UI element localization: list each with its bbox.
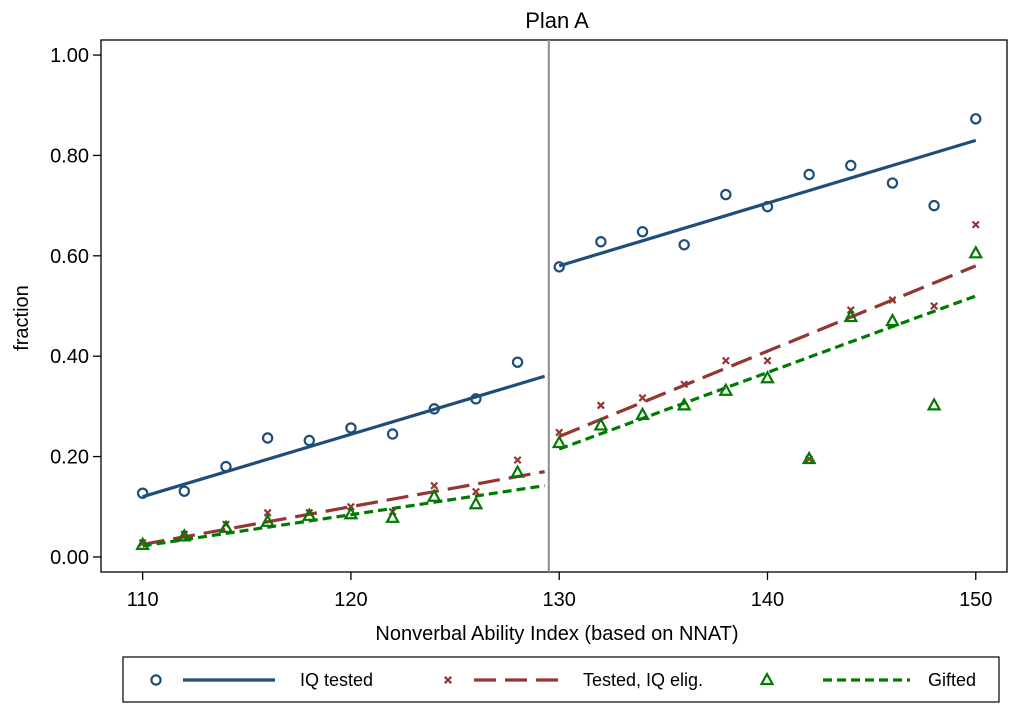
data-point-series-1 <box>553 261 565 273</box>
data-point-series-1 <box>261 432 274 444</box>
data-point-series-3 <box>343 506 359 520</box>
data-point-series-2 <box>263 508 272 517</box>
x-tick-label: 120 <box>334 589 367 611</box>
data-point-series-3 <box>260 513 275 527</box>
data-point-series-1 <box>136 487 149 499</box>
data-point-series-1 <box>511 356 524 368</box>
data-point-series-2 <box>555 428 564 437</box>
fit-line-series-3-segment-1 <box>142 484 545 548</box>
plot-frame <box>100 39 1008 573</box>
legend-marker-series-3 <box>759 671 775 686</box>
y-tick-label: 0.80 <box>50 145 89 167</box>
data-point-series-1 <box>178 485 191 497</box>
data-point-series-2 <box>888 295 897 304</box>
data-point-series-2 <box>680 380 689 389</box>
data-point-series-2 <box>430 481 439 490</box>
y-tick-label: 0.40 <box>50 346 89 368</box>
data-point-series-3 <box>176 528 192 542</box>
x-tick-label: 140 <box>751 589 784 611</box>
data-point-series-3 <box>426 488 442 502</box>
y-tick-label: 1.00 <box>50 45 89 67</box>
data-point-series-1 <box>803 168 815 181</box>
data-point-series-3 <box>760 369 775 384</box>
data-point-series-1 <box>636 226 649 238</box>
data-point-series-3 <box>635 406 650 421</box>
fit-line-series-3-segment-2 <box>558 294 977 451</box>
data-point-series-1 <box>345 422 357 434</box>
legend-marker-series-2 <box>444 676 452 684</box>
x-tick-label: 110 <box>127 589 159 611</box>
data-point-series-1 <box>678 239 690 251</box>
data-point-series-1 <box>428 403 440 415</box>
y-tick-label: 0.00 <box>50 547 89 569</box>
data-point-series-1 <box>470 393 482 405</box>
data-point-series-2 <box>763 356 772 365</box>
x-tick-label: 130 <box>543 589 576 611</box>
data-point-series-2 <box>721 356 730 365</box>
data-point-series-2 <box>513 456 522 465</box>
legend-marker-series-1 <box>150 674 162 686</box>
data-point-series-1 <box>886 177 899 189</box>
data-point-series-3 <box>551 434 567 449</box>
data-point-series-1 <box>220 460 232 473</box>
data-point-series-2 <box>471 487 480 496</box>
data-point-series-3 <box>885 312 900 327</box>
data-point-series-3 <box>968 245 984 259</box>
legend-label-series-1: IQ tested <box>300 670 373 690</box>
data-point-series-1 <box>386 428 399 440</box>
fit-line-series-1-segment-1 <box>142 374 546 499</box>
data-point-series-2 <box>596 401 605 410</box>
data-point-series-1 <box>595 236 607 248</box>
data-point-series-2 <box>638 393 647 402</box>
fit-line-series-2-segment-1 <box>142 470 545 546</box>
data-point-series-3 <box>593 417 609 431</box>
data-point-series-1 <box>761 200 774 213</box>
data-point-series-2 <box>930 302 939 310</box>
data-point-series-3 <box>843 308 859 323</box>
fit-line-series-2-segment-2 <box>558 264 977 438</box>
data-point-series-3 <box>801 450 817 465</box>
data-point-series-3 <box>510 464 525 478</box>
data-point-series-1 <box>720 188 732 201</box>
y-axis-title: fraction <box>11 285 33 351</box>
x-tick-label: 150 <box>959 589 992 611</box>
data-point-series-1 <box>303 434 315 447</box>
data-point-series-1 <box>845 159 857 172</box>
data-point-series-1 <box>928 199 940 212</box>
y-tick-label: 0.60 <box>50 246 89 268</box>
legend-label-series-3: Gifted <box>928 670 976 690</box>
y-tick-label: 0.20 <box>50 447 89 469</box>
data-point-series-3 <box>218 519 234 533</box>
data-point-series-3 <box>926 397 942 411</box>
data-point-series-1 <box>970 113 982 125</box>
data-point-series-3 <box>676 397 692 411</box>
data-point-series-3 <box>135 536 151 550</box>
data-point-series-3 <box>718 382 734 396</box>
data-point-series-3 <box>385 509 400 523</box>
data-point-series-3 <box>301 507 317 521</box>
data-point-series-3 <box>468 495 484 510</box>
legend-label-series-2: Tested, IQ elig. <box>583 670 703 690</box>
chart-title: Plan A <box>525 8 589 33</box>
x-axis-title: Nonverbal Ability Index (based on NNAT) <box>375 623 738 645</box>
data-point-series-2 <box>971 220 980 229</box>
